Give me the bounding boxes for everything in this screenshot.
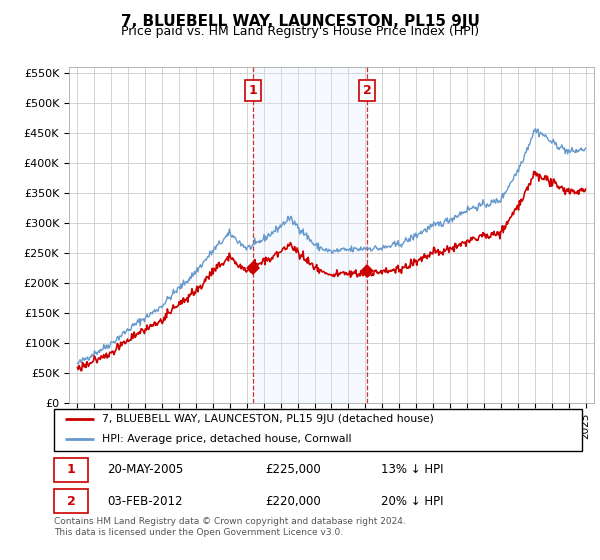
Text: 7, BLUEBELL WAY, LAUNCESTON, PL15 9JU: 7, BLUEBELL WAY, LAUNCESTON, PL15 9JU: [121, 14, 479, 29]
Text: £220,000: £220,000: [265, 494, 321, 508]
Text: 2: 2: [67, 494, 76, 508]
Bar: [54, 458, 88, 482]
Text: 1: 1: [67, 463, 76, 477]
Text: 20% ↓ HPI: 20% ↓ HPI: [382, 494, 444, 508]
Text: 2: 2: [362, 84, 371, 97]
Bar: [253, 67, 367, 403]
Text: 20-MAY-2005: 20-MAY-2005: [107, 463, 183, 477]
Text: £225,000: £225,000: [265, 463, 321, 477]
Text: Contains HM Land Registry data © Crown copyright and database right 2024.
This d: Contains HM Land Registry data © Crown c…: [54, 517, 406, 537]
Text: 13% ↓ HPI: 13% ↓ HPI: [382, 463, 444, 477]
Text: Price paid vs. HM Land Registry's House Price Index (HPI): Price paid vs. HM Land Registry's House …: [121, 25, 479, 38]
Text: 03-FEB-2012: 03-FEB-2012: [107, 494, 182, 508]
Text: HPI: Average price, detached house, Cornwall: HPI: Average price, detached house, Corn…: [101, 434, 351, 444]
Bar: [54, 489, 88, 514]
Text: 7, BLUEBELL WAY, LAUNCESTON, PL15 9JU (detached house): 7, BLUEBELL WAY, LAUNCESTON, PL15 9JU (d…: [101, 414, 433, 424]
Text: 1: 1: [249, 84, 257, 97]
